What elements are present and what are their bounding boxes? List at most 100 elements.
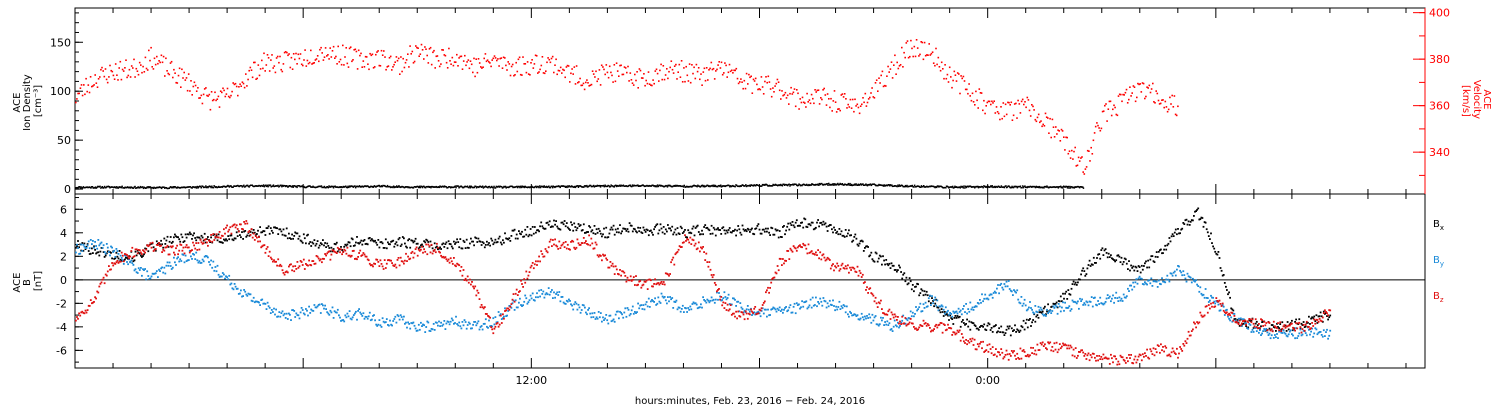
bx-point	[213, 233, 216, 236]
bx-point	[781, 236, 783, 238]
density-point	[335, 186, 337, 188]
velocity-point	[962, 75, 965, 78]
by-point	[268, 306, 271, 309]
bx-point	[117, 257, 120, 260]
by-point	[1124, 296, 1127, 299]
bz-point	[114, 263, 117, 265]
by-point	[1002, 288, 1005, 291]
bx-point	[1190, 219, 1193, 221]
bx-point	[1083, 270, 1086, 272]
bx-point	[892, 264, 895, 267]
velocity-point	[191, 94, 193, 96]
by-point	[588, 307, 590, 310]
by-point	[1051, 310, 1054, 312]
density-point	[183, 186, 185, 188]
density-point	[726, 185, 728, 187]
by-point	[343, 320, 346, 323]
density-point	[208, 185, 210, 188]
by-point	[1265, 328, 1268, 330]
density-point	[287, 186, 289, 188]
velocity-point	[1064, 149, 1066, 151]
bx-point	[449, 243, 452, 246]
by-point	[875, 323, 878, 326]
bx-point	[678, 233, 681, 235]
velocity-point	[142, 65, 144, 68]
bx-point	[1244, 320, 1246, 323]
by-point	[755, 312, 758, 314]
bx-point	[690, 232, 693, 235]
density-point	[417, 185, 419, 188]
by-point	[525, 297, 528, 300]
by-point	[409, 327, 412, 330]
bx-point	[144, 247, 146, 250]
by-point	[704, 300, 707, 302]
bz-point	[147, 245, 150, 248]
by-point	[1020, 296, 1023, 298]
velocity-point	[361, 66, 363, 68]
bx-point	[956, 315, 959, 317]
by-point	[848, 315, 850, 318]
density-point	[743, 185, 745, 187]
bz-point	[111, 262, 113, 264]
bz-point	[175, 247, 177, 250]
by-point	[708, 301, 711, 304]
by-point	[1222, 305, 1225, 308]
bz-point	[148, 244, 151, 247]
velocity-point	[225, 93, 228, 95]
bx-point	[1236, 319, 1239, 321]
velocity-point	[598, 69, 601, 71]
by-point	[117, 253, 120, 255]
by-point	[210, 259, 212, 262]
density-point	[415, 186, 418, 188]
velocity-point	[161, 61, 164, 64]
bx-point	[973, 324, 976, 326]
bx-point	[231, 238, 234, 241]
density-point	[801, 184, 803, 187]
velocity-point	[1124, 91, 1127, 94]
velocity-point	[574, 83, 577, 85]
velocity-point	[1024, 101, 1026, 103]
by-point	[1107, 297, 1110, 299]
by-point	[963, 305, 965, 307]
by-point	[675, 299, 678, 302]
bx-point	[1052, 302, 1055, 305]
velocity-point	[1013, 103, 1016, 105]
velocity-point	[1130, 95, 1132, 97]
density-point	[1060, 186, 1063, 189]
bx-point	[1207, 235, 1210, 237]
bx-point	[546, 221, 549, 224]
velocity-point	[339, 58, 342, 61]
bx-point	[626, 228, 629, 230]
bx-point	[358, 242, 360, 245]
bx-point	[631, 230, 634, 233]
density-point	[475, 185, 477, 188]
by-point	[781, 308, 783, 311]
velocity-point	[1080, 157, 1082, 159]
by-point	[1019, 302, 1022, 305]
by-point	[849, 310, 851, 313]
by-point	[144, 268, 146, 270]
density-point	[950, 186, 952, 188]
velocity-point	[395, 56, 398, 58]
density-point	[551, 185, 553, 188]
by-point	[1219, 309, 1222, 312]
velocity-point	[514, 74, 516, 76]
density-point	[942, 187, 945, 189]
bx-point	[812, 228, 815, 231]
bx-point	[147, 250, 150, 253]
by-point	[1181, 274, 1184, 277]
velocity-point	[282, 63, 285, 65]
density-point	[1075, 186, 1077, 188]
velocity-point	[615, 62, 618, 64]
bx-point	[377, 239, 380, 241]
density-point	[416, 185, 418, 188]
by-point	[933, 299, 935, 301]
by-point	[267, 305, 270, 308]
by-point	[295, 312, 298, 315]
velocity-point	[304, 49, 306, 51]
density-point	[304, 186, 307, 189]
bx-point	[232, 239, 235, 242]
by-point	[1103, 302, 1106, 305]
bx-point	[785, 229, 787, 232]
density-point	[672, 185, 674, 188]
